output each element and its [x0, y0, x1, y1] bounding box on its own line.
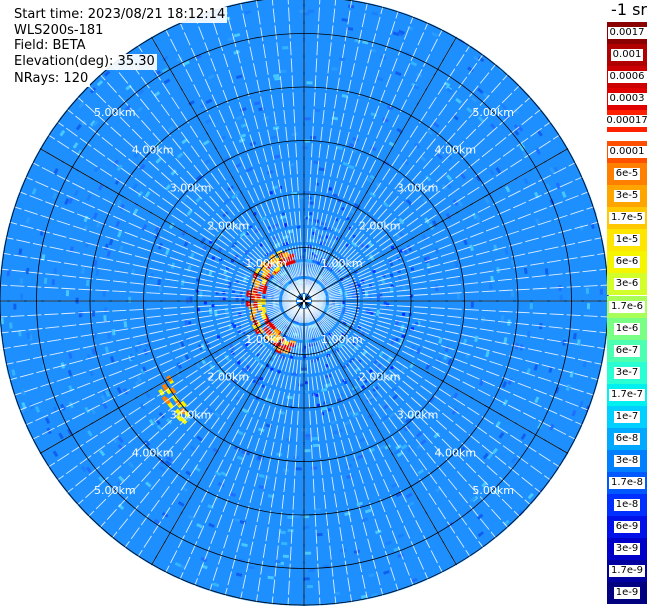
colorbar-cell: 3e-5 — [607, 185, 647, 208]
field-label: Field: BETA — [12, 38, 88, 54]
range-ring-label: 5.00km — [94, 484, 136, 497]
colorbar-cell: 1.7e-5 — [607, 207, 647, 230]
colorbar-label: 3e-9 — [613, 542, 641, 555]
colorbar-cell: 6e-8 — [607, 427, 647, 450]
colorbar-label: 1e-7 — [613, 410, 641, 423]
range-ring-label: 4.00km — [132, 144, 174, 157]
colorbar-label: 1e-9 — [613, 587, 641, 599]
center-marker — [297, 294, 311, 308]
range-ring-label: 3.00km — [397, 182, 439, 195]
instrument-label: WLS200s-181 — [12, 23, 106, 39]
range-ring-label: 1.00km — [245, 257, 287, 270]
colorbar-cell: 1e-5 — [607, 229, 647, 252]
colorbar-label: 3e-8 — [613, 454, 641, 467]
azimuth-spoke — [303, 148, 569, 302]
range-ring-label: 5.00km — [472, 484, 514, 497]
colorbar-label: 3e-7 — [613, 366, 641, 379]
colorbar-cell: 1e-7 — [607, 405, 647, 428]
colorbar-cell: 6e-5 — [607, 163, 647, 186]
range-ring-label: 4.00km — [435, 446, 477, 459]
azimuth-spokes — [0, 0, 609, 606]
colorbar-label: 6e-8 — [613, 432, 641, 445]
colorbar-cell: 3e-7 — [607, 361, 647, 384]
colorbar-label: 1.7e-9 — [608, 564, 646, 577]
colorbar-label: 1.7e-7 — [608, 388, 646, 401]
colorbar-cell: 3e-6 — [607, 273, 647, 296]
colorbar-label: 1.7e-8 — [608, 476, 646, 489]
colorbar-label: 1.7e-5 — [608, 212, 646, 225]
colorbar-cell: 0.00017 — [604, 110, 647, 133]
colorbar-cell: 3e-8 — [607, 449, 647, 472]
colorbar-label: 3e-5 — [613, 190, 641, 203]
colorbar-cell: 0.0017 — [607, 22, 647, 44]
azimuth-spoke — [303, 300, 569, 454]
range-ring-label: 4.00km — [132, 446, 174, 459]
colorbar-cell: 1.7e-8 — [607, 471, 647, 494]
range-ring-label: 1.00km — [245, 333, 287, 346]
nrays-label: NRays: 120 — [12, 71, 91, 87]
colorbar-cell: 0.0006 — [607, 66, 647, 89]
range-ring-label: 1.00km — [321, 257, 363, 270]
range-ring-label: 4.00km — [435, 144, 477, 157]
colorbar-cell: 6e-9 — [607, 515, 647, 538]
colorbar-label: 6e-7 — [613, 344, 641, 357]
range-ring-label: 2.00km — [208, 219, 250, 232]
colorbar-label: 0.001 — [610, 49, 644, 61]
start-time-label: Start time: 2023/08/21 18:12:14 — [12, 7, 228, 23]
colorbar-cell: 1.7e-6 — [607, 295, 647, 318]
range-ring-label: 3.00km — [397, 409, 439, 422]
colorbar-label: 0.0006 — [607, 71, 647, 84]
colorbar-cell: 6e-6 — [607, 251, 647, 274]
colorbar-label: 3e-6 — [613, 278, 641, 291]
range-ring-label: 2.00km — [359, 371, 401, 384]
elevation-label: Elevation(deg): 35.30 — [12, 54, 157, 70]
colorbar-cell: 6e-7 — [607, 339, 647, 362]
azimuth-spoke — [151, 300, 305, 566]
azimuth-spoke — [39, 300, 305, 454]
colorbar-cell: 1e-6 — [607, 317, 647, 340]
range-ring-label: 5.00km — [472, 106, 514, 119]
range-ring-label: 2.00km — [359, 219, 401, 232]
colorbar-cell: 1e-9 — [607, 582, 647, 604]
colorbar-label: 1e-5 — [613, 234, 641, 247]
range-ring-label: 1.00km — [321, 333, 363, 346]
colorbar-cell: 1.7e-9 — [607, 559, 647, 582]
azimuth-spoke — [151, 36, 305, 302]
colorbar-label: 0.0003 — [607, 93, 647, 106]
colorbar-cell: 1.7e-7 — [607, 383, 647, 406]
range-ring-label: 3.00km — [170, 182, 212, 195]
colorbar-cell: 1e-8 — [607, 493, 647, 516]
colorbar-label: 0.0017 — [607, 27, 647, 39]
colorbar-label: 6e-9 — [613, 520, 641, 533]
azimuth-spoke — [303, 300, 457, 566]
range-ring-label: 5.00km — [94, 106, 136, 119]
range-ring-label: 3.00km — [170, 409, 212, 422]
azimuth-spoke — [39, 148, 305, 302]
colorbar-title: -1 sr — [611, 0, 647, 19]
colorbar-label: 1e-6 — [613, 322, 641, 335]
colorbar-cell: 0.0003 — [607, 88, 647, 111]
colorbar-cell: 0.001 — [607, 44, 647, 66]
colorbar-label: 6e-5 — [613, 168, 641, 181]
range-ring-label: 2.00km — [208, 371, 250, 384]
colorbar-cell: 0.0001 — [607, 141, 647, 164]
colorbar-label: 0.00017 — [604, 115, 647, 128]
colorbar-label: 6e-6 — [613, 256, 641, 269]
range-ring-labels: 1.00km 1.00km 1.00km 1.00km 2.00km 2.00km 2.00… — [94, 106, 514, 497]
colorbar-cell: 3e-9 — [607, 537, 647, 560]
azimuth-spoke — [303, 36, 457, 302]
colorbar-label: 0.0001 — [607, 146, 647, 159]
colorbar-label: 1.7e-6 — [608, 300, 646, 313]
colorbar-label: 1e-8 — [613, 498, 641, 511]
